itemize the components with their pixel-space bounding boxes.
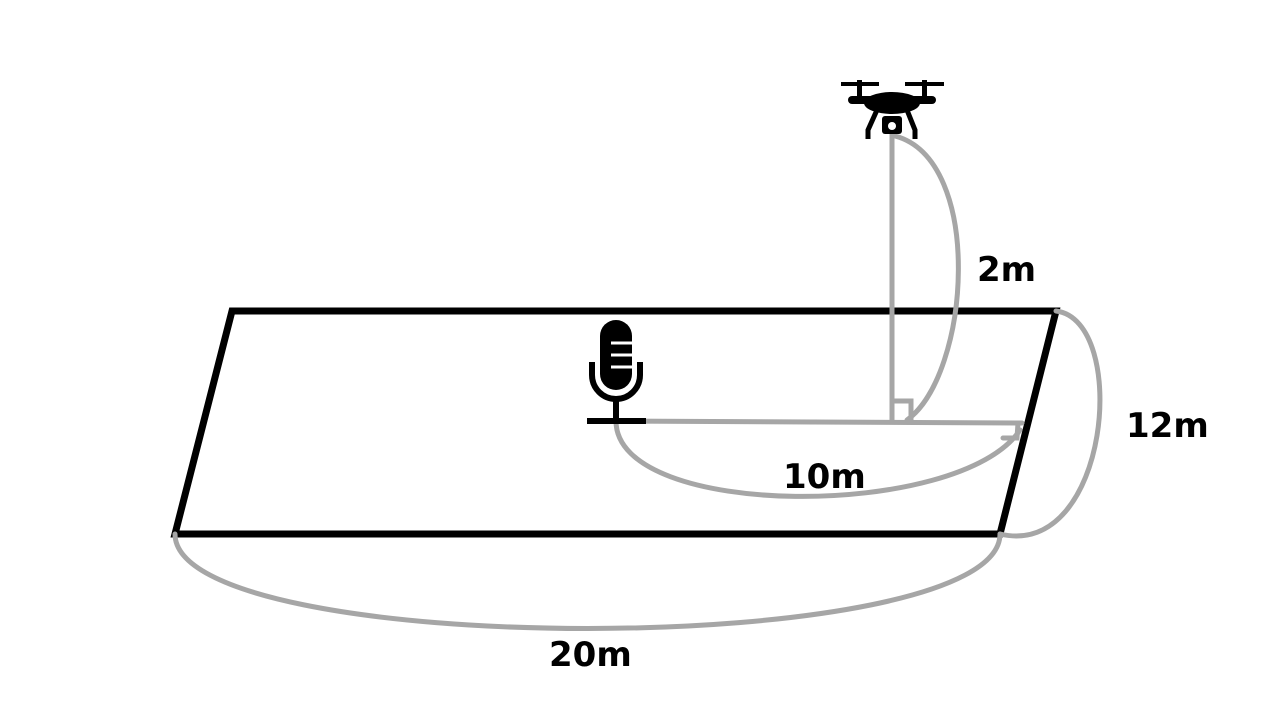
measurement-lines bbox=[172, 130, 1103, 631]
microphone-icon bbox=[587, 320, 646, 424]
field-depth-label: 12m bbox=[1126, 406, 1209, 446]
depth-arc bbox=[997, 308, 1103, 539]
drone-icon bbox=[841, 80, 944, 139]
field-width-label: 20m bbox=[549, 635, 632, 675]
height-arc bbox=[892, 133, 961, 423]
mic-horizontal-line bbox=[613, 418, 1025, 426]
distance-arc bbox=[613, 418, 1023, 499]
mic-distance-label: 10m bbox=[783, 457, 866, 497]
drone-height-label: 2m bbox=[977, 250, 1036, 290]
width-arc bbox=[172, 531, 1003, 631]
